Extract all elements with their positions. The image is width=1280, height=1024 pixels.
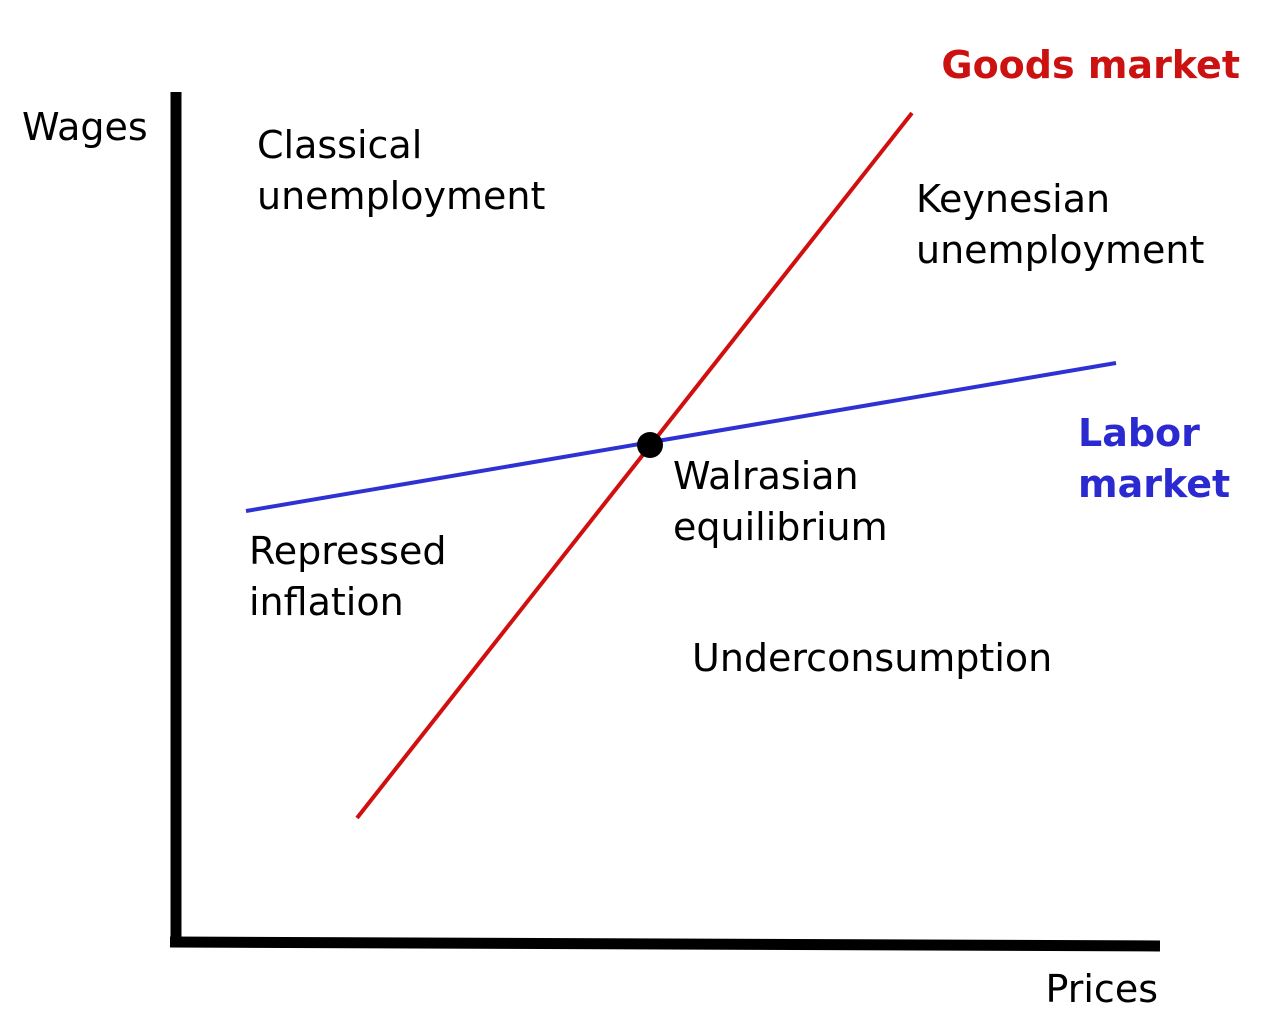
goods-market-label: Goods market xyxy=(941,43,1240,87)
labor-market-label: market xyxy=(1078,462,1230,506)
region-label: Walrasian xyxy=(673,454,859,498)
region-label: Classical xyxy=(257,123,422,167)
x-axis-label: Prices xyxy=(1046,967,1159,1011)
equilibrium-point xyxy=(637,432,663,458)
region-label: Underconsumption xyxy=(692,636,1052,680)
x-axis xyxy=(169,936,1161,952)
labor-market-curve xyxy=(245,361,1117,513)
region-label: unemployment xyxy=(257,174,545,218)
region-label: inflation xyxy=(249,580,404,624)
goods-market-curve xyxy=(355,111,914,820)
region-label: equilibrium xyxy=(673,505,888,549)
region-label: unemployment xyxy=(916,228,1204,272)
labor-market-label: Labor xyxy=(1078,411,1200,455)
region-label: Keynesian xyxy=(916,177,1110,221)
region-label: Repressed xyxy=(249,529,446,573)
y-axis-label: Wages xyxy=(22,105,148,149)
